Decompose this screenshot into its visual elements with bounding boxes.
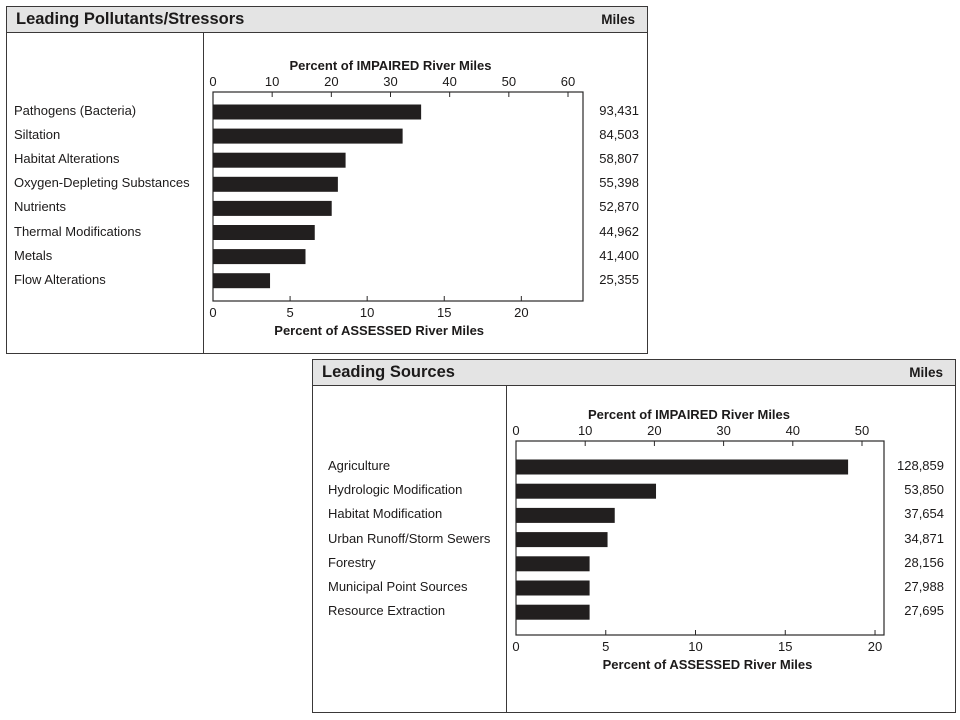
miles-value: 53,850 (904, 482, 944, 498)
bar (213, 176, 338, 192)
sources-panel: Leading Sources Miles Agriculture Hydrolo… (312, 359, 956, 713)
bar (516, 507, 615, 523)
miles-value: 27,988 (904, 579, 944, 594)
sources-panel-header: Leading Sources Miles (313, 360, 955, 386)
bar (213, 273, 271, 289)
bottom-axis-label: Percent of ASSESSED River Miles (603, 657, 813, 672)
category-label: Hydrologic Modification (328, 482, 463, 498)
miles-value: 27,695 (904, 603, 944, 619)
top-tick-label: 40 (786, 423, 800, 438)
miles-value: 52,870 (599, 199, 639, 215)
bar (213, 249, 306, 265)
category-label: Agriculture (328, 458, 391, 473)
bottom-tick-label: 15 (778, 639, 792, 654)
top-tick-label: 0 (512, 423, 519, 438)
pollutants-divider (203, 33, 204, 353)
bottom-tick-label: 0 (209, 305, 216, 320)
pollutants-panel-header: Leading Pollutants/Stressors Miles (7, 7, 647, 33)
sources-chart: Percent of IMPAIRED River Miles 0 10 20 30 40… (512, 407, 885, 672)
pollutants-panel-title: Leading Pollutants/Stressors (16, 10, 245, 28)
top-tick-label: 20 (324, 74, 338, 89)
top-tick-label: 10 (265, 74, 279, 89)
sources-divider (506, 386, 507, 712)
category-label: Habitat Modification (328, 506, 443, 522)
bottom-tick-label: 10 (688, 639, 702, 654)
category-label: Pathogens (Bacteria) (14, 103, 137, 118)
bottom-tick-label: 20 (868, 639, 882, 654)
miles-value: 84,503 (599, 127, 639, 143)
category-label: Flow Alterations (14, 271, 106, 287)
top-tick-label: 40 (442, 74, 456, 89)
bottom-axis-label: Percent of ASSESSED River Miles (274, 323, 484, 338)
miles-value: 93,431 (599, 103, 639, 118)
top-tick-label: 50 (502, 74, 516, 89)
bar (516, 483, 657, 499)
bar (213, 128, 403, 144)
category-label: Resource Extraction (328, 603, 446, 619)
top-tick-label: 0 (209, 74, 216, 89)
top-axis-label: Percent of IMPAIRED River Miles (289, 58, 491, 73)
bar (516, 556, 590, 572)
category-label: Nutrients (14, 199, 67, 215)
sources-panel-title: Leading Sources (322, 363, 455, 381)
sources-miles-header: Miles (909, 365, 943, 380)
bar (213, 152, 346, 168)
top-tick-label: 10 (578, 423, 592, 438)
bottom-tick-label: 20 (514, 305, 528, 320)
category-label: Siltation (14, 127, 61, 143)
category-label: Municipal Point Sources (328, 579, 468, 594)
bar (516, 459, 849, 475)
bottom-tick-label: 5 (602, 639, 609, 654)
bar (516, 532, 608, 548)
miles-value: 128,859 (897, 458, 944, 473)
bottom-tick-label: 5 (286, 305, 293, 320)
bar (213, 104, 422, 120)
bar (213, 225, 315, 240)
bottom-tick-label: 0 (512, 639, 519, 654)
miles-value: 41,400 (599, 247, 639, 263)
top-tick-label: 20 (647, 423, 661, 438)
pollutants-panel: Leading Pollutants/Stressors Miles Patho… (6, 6, 648, 354)
bottom-tick-label: 15 (437, 305, 451, 320)
pollutants-chart: Percent of IMPAIRED River Miles 0 10 20 30 40… (209, 58, 584, 338)
miles-value: 37,654 (904, 506, 944, 522)
miles-value: 34,871 (904, 530, 944, 546)
miles-value: 58,807 (599, 151, 639, 167)
top-tick-label: 30 (716, 423, 730, 438)
plot-frame (212, 91, 584, 302)
category-label: Habitat Alterations (14, 151, 120, 167)
miles-value: 25,355 (599, 271, 639, 287)
pollutants-miles-header: Miles (601, 12, 635, 27)
category-label: Oxygen-Depleting Substances (14, 175, 190, 191)
category-label: Urban Runoff/Storm Sewers (328, 530, 491, 546)
top-tick-label: 50 (855, 423, 869, 438)
category-label: Metals (14, 247, 53, 263)
miles-value: 55,398 (599, 175, 639, 191)
category-label: Thermal Modifications (14, 223, 142, 239)
miles-value: 44,962 (599, 223, 639, 239)
top-axis-label: Percent of IMPAIRED River Miles (588, 407, 790, 422)
bottom-tick-label: 10 (360, 305, 374, 320)
top-tick-label: 30 (383, 74, 397, 89)
bar (516, 580, 590, 596)
miles-value: 28,156 (904, 554, 944, 570)
bar (516, 604, 590, 620)
category-label: Forestry (328, 554, 376, 570)
bar (213, 200, 332, 216)
top-tick-label: 60 (561, 74, 575, 89)
